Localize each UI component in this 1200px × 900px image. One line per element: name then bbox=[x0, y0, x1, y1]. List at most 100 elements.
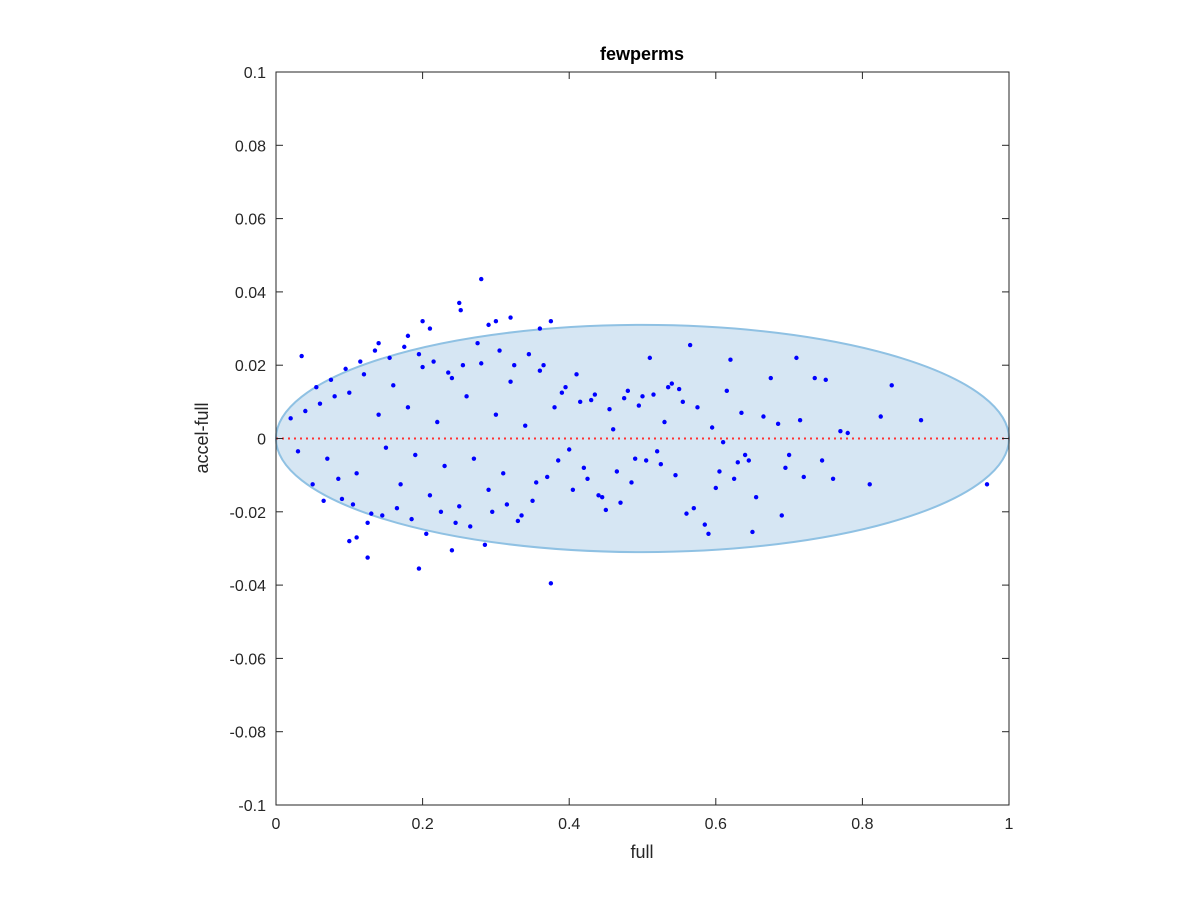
data-point bbox=[299, 353, 304, 359]
data-point bbox=[567, 447, 572, 452]
data-point bbox=[354, 471, 359, 476]
data-point bbox=[321, 498, 326, 504]
data-point bbox=[797, 417, 803, 423]
data-point bbox=[490, 509, 495, 514]
data-point bbox=[676, 386, 682, 392]
data-point bbox=[570, 487, 576, 493]
data-point bbox=[526, 352, 532, 357]
data-point bbox=[446, 370, 451, 375]
data-point bbox=[541, 363, 546, 368]
data-point bbox=[629, 480, 634, 485]
data-point bbox=[449, 548, 455, 553]
data-point bbox=[508, 315, 513, 320]
data-point bbox=[475, 341, 480, 346]
data-point bbox=[768, 375, 773, 381]
data-point bbox=[365, 555, 370, 560]
data-point bbox=[548, 319, 554, 324]
data-point bbox=[647, 355, 653, 361]
data-point bbox=[453, 520, 458, 525]
data-point bbox=[435, 419, 440, 425]
data-point bbox=[343, 366, 348, 372]
data-point bbox=[504, 502, 510, 507]
data-point bbox=[328, 377, 334, 383]
data-point bbox=[742, 452, 748, 458]
data-point bbox=[614, 469, 620, 474]
data-point bbox=[753, 494, 759, 500]
data-point bbox=[610, 427, 616, 432]
data-point bbox=[325, 456, 330, 461]
data-point bbox=[889, 383, 894, 388]
data-point bbox=[918, 417, 924, 423]
data-point bbox=[457, 504, 462, 509]
data-point bbox=[376, 412, 381, 417]
data-point bbox=[515, 518, 521, 524]
data-point bbox=[838, 428, 843, 434]
data-point bbox=[394, 505, 400, 511]
data-point bbox=[984, 482, 990, 487]
y-tick-label: 0 bbox=[257, 432, 266, 449]
data-point bbox=[577, 399, 583, 405]
data-point bbox=[317, 401, 323, 406]
data-point bbox=[295, 449, 301, 454]
data-point bbox=[332, 394, 337, 399]
y-tick-label: -0.08 bbox=[230, 725, 267, 742]
data-point bbox=[369, 511, 374, 516]
data-point bbox=[651, 392, 656, 397]
data-point bbox=[383, 445, 389, 450]
data-point bbox=[739, 410, 744, 416]
y-tick-label: -0.1 bbox=[238, 798, 266, 815]
data-point bbox=[431, 359, 436, 364]
data-point bbox=[387, 355, 392, 361]
y-tick-label: 0.04 bbox=[235, 285, 266, 302]
data-point bbox=[783, 465, 788, 471]
y-tick-label: 0.1 bbox=[244, 65, 266, 82]
data-point bbox=[486, 487, 491, 493]
data-point bbox=[365, 520, 370, 525]
data-point bbox=[458, 308, 463, 313]
data-point bbox=[512, 363, 517, 368]
x-tick-label: 0.2 bbox=[411, 816, 433, 833]
data-point bbox=[537, 368, 543, 373]
data-point bbox=[523, 423, 528, 428]
data-point bbox=[779, 513, 784, 518]
data-point bbox=[479, 361, 484, 366]
data-point bbox=[391, 383, 396, 388]
data-point bbox=[599, 494, 605, 500]
data-point bbox=[497, 348, 502, 353]
data-point bbox=[416, 352, 422, 357]
data-point bbox=[427, 326, 433, 331]
data-point bbox=[713, 485, 718, 491]
data-point bbox=[424, 531, 429, 536]
data-point bbox=[819, 458, 825, 463]
data-point bbox=[684, 511, 689, 516]
data-point bbox=[596, 493, 601, 498]
data-point bbox=[673, 472, 678, 478]
data-point bbox=[786, 452, 792, 458]
data-point bbox=[519, 513, 524, 518]
data-point bbox=[724, 388, 729, 394]
data-point bbox=[556, 458, 561, 463]
data-point bbox=[501, 471, 506, 476]
y-tick-label: -0.02 bbox=[230, 505, 267, 522]
data-point bbox=[581, 465, 587, 471]
x-tick-label: 0 bbox=[272, 816, 281, 833]
data-point bbox=[303, 408, 308, 414]
data-point bbox=[457, 300, 462, 306]
data-point bbox=[449, 375, 455, 381]
data-point bbox=[830, 476, 836, 482]
data-point bbox=[508, 379, 513, 384]
data-point bbox=[336, 476, 341, 482]
data-point bbox=[486, 322, 491, 328]
data-point bbox=[607, 406, 612, 412]
data-point bbox=[643, 458, 649, 463]
data-point bbox=[350, 502, 356, 507]
data-point bbox=[585, 476, 590, 482]
data-point bbox=[731, 476, 737, 482]
data-point bbox=[867, 482, 872, 487]
data-point bbox=[358, 359, 363, 364]
chart-title: fewperms bbox=[600, 44, 684, 64]
data-point bbox=[588, 397, 594, 403]
data-point bbox=[621, 395, 627, 401]
data-point bbox=[479, 276, 484, 282]
data-point bbox=[559, 390, 565, 395]
